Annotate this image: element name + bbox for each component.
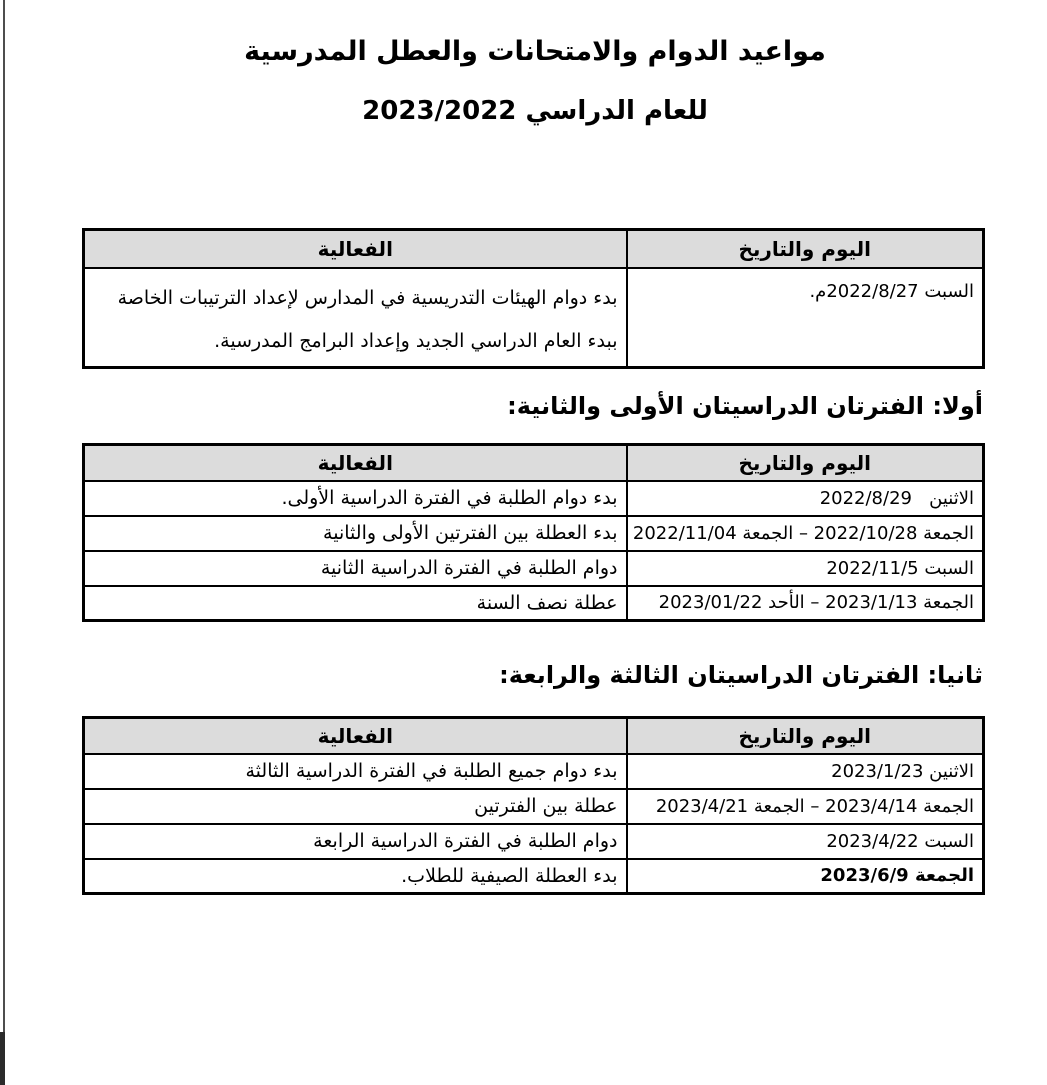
section1-heading: أولا: الفترتان الدراسيتان الأولى والثاني… (507, 392, 983, 420)
section2-table: اليوم والتاريخ الفعالية الاثنين 2023/1/2… (82, 716, 985, 895)
activity-cell: بدء دوام الطلبة في الفترة الدراسية الأول… (82, 479, 628, 517)
table-header-row: اليوم والتاريخ الفعالية (82, 716, 985, 755)
activity-cell: بدء دوام جميع الطلبة في الفترة الدراسية … (82, 752, 628, 790)
date-cell: السبت 2023/4/22 (625, 822, 985, 860)
document-title-line1: مواعيد الدوام والامتحانات والعطل المدرسي… (244, 36, 826, 67)
intro-table: اليوم والتاريخ الفعالية السبت 2022/8/27م… (82, 228, 985, 369)
section1-table: اليوم والتاريخ الفعالية الاثنين 2022/8/2… (82, 443, 985, 622)
date-cell: الجمعة 2022/10/28 – الجمعة 2022/11/04 (625, 514, 985, 552)
date-cell: الجمعة 2023/6/9 (625, 857, 985, 895)
activity-cell: دوام الطلبة في الفترة الدراسية الرابعة (82, 822, 628, 860)
scan-edge-mark (0, 1032, 5, 1085)
table-row: السبت 2023/4/22 دوام الطلبة في الفترة ال… (82, 822, 985, 860)
column-header-activity: الفعالية (82, 443, 628, 482)
column-header-day-date: اليوم والتاريخ (625, 443, 985, 482)
activity-cell: بدء العطلة الصيفية للطلاب. (82, 857, 628, 895)
table-header-row: اليوم والتاريخ الفعالية (82, 228, 985, 269)
table-row: الجمعة 2023/4/14 – الجمعة 2023/4/21 عطلة… (82, 787, 985, 825)
activity-cell: بدء دوام الهيئات التدريسية في المدارس لإ… (82, 266, 628, 369)
table-row: الاثنين 2023/1/23 بدء دوام جميع الطلبة ف… (82, 752, 985, 790)
table-header-row: اليوم والتاريخ الفعالية (82, 443, 985, 482)
table-row: الجمعة 2022/10/28 – الجمعة 2022/11/04 بد… (82, 514, 985, 552)
date-cell: السبت 2022/11/5 (625, 549, 985, 587)
activity-cell: بدء العطلة بين الفترتين الأولى والثانية (82, 514, 628, 552)
section2-heading: ثانيا: الفترتان الدراسيتان الثالثة والرا… (499, 661, 983, 689)
column-header-activity: الفعالية (82, 228, 628, 269)
date-cell: الجمعة 2023/1/13 – الأحد 2023/01/22 (625, 584, 985, 622)
table-row: الجمعة 2023/6/9 بدء العطلة الصيفية للطلا… (82, 857, 985, 895)
date-cell: الجمعة 2023/4/14 – الجمعة 2023/4/21 (625, 787, 985, 825)
date-cell: الاثنين 2023/1/23 (625, 752, 985, 790)
table-row: الاثنين 2022/8/29 بدء دوام الطلبة في الف… (82, 479, 985, 517)
column-header-day-date: اليوم والتاريخ (625, 716, 985, 755)
scan-edge-line (3, 0, 5, 1085)
activity-cell: عطلة نصف السنة (82, 584, 628, 622)
table-row: السبت 2022/8/27م. بدء دوام الهيئات التدر… (82, 266, 985, 369)
table-row: الجمعة 2023/1/13 – الأحد 2023/01/22 عطلة… (82, 584, 985, 622)
column-header-day-date: اليوم والتاريخ (625, 228, 985, 269)
document-content: مواعيد الدوام والامتحانات والعطل المدرسي… (82, 0, 985, 1085)
table-row: السبت 2022/11/5 دوام الطلبة في الفترة ال… (82, 549, 985, 587)
activity-cell: عطلة بين الفترتين (82, 787, 628, 825)
date-cell: السبت 2022/8/27م. (625, 266, 985, 369)
column-header-activity: الفعالية (82, 716, 628, 755)
date-cell: الاثنين 2022/8/29 (625, 479, 985, 517)
document-title-line2: للعام الدراسي 2023/2022 (362, 96, 708, 126)
activity-cell: دوام الطلبة في الفترة الدراسية الثانية (82, 549, 628, 587)
